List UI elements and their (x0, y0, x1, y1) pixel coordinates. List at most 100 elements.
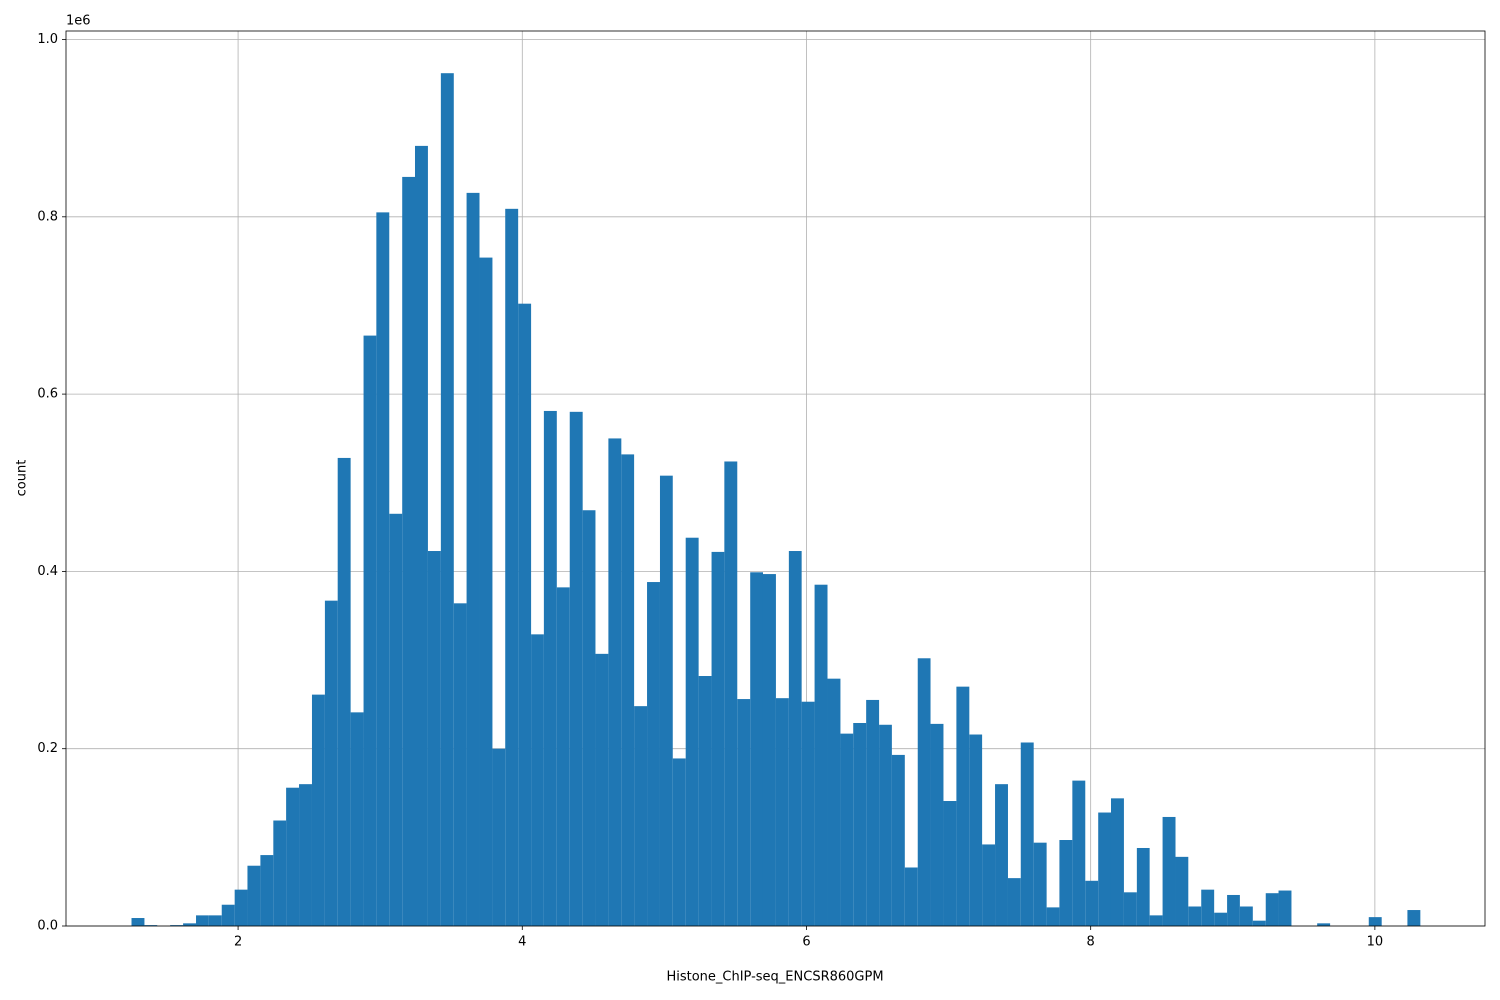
bar (621, 454, 635, 926)
bar (144, 925, 158, 926)
bar (698, 676, 712, 926)
y-tick-label: 0.8 (37, 209, 58, 224)
bar (1239, 906, 1253, 926)
y-tick-label: 0.0 (37, 919, 58, 934)
bar (363, 335, 377, 926)
bar (543, 410, 557, 927)
bar (788, 551, 802, 926)
bar (1368, 917, 1382, 926)
bar (775, 698, 789, 926)
y-tick-label: 0.6 (37, 387, 58, 402)
y-tick-label: 1.0 (37, 32, 58, 47)
x-tick-label: 10 (1367, 935, 1384, 950)
bar (995, 784, 1008, 926)
bar (711, 551, 725, 926)
bar (479, 257, 493, 926)
y-offset-label: 1e6 (66, 14, 91, 29)
bar (337, 457, 351, 926)
bar (904, 867, 918, 926)
bar (1265, 893, 1279, 926)
x-tick-label: 8 (1087, 935, 1095, 950)
bar (260, 855, 274, 926)
bar (1407, 910, 1421, 926)
bar (1072, 780, 1086, 926)
bar (866, 699, 880, 926)
bar (879, 724, 892, 926)
bar (505, 208, 519, 926)
y-tick-label: 0.4 (37, 564, 58, 579)
x-tick-label: 6 (802, 935, 810, 950)
bar (956, 686, 970, 926)
bar (389, 513, 403, 926)
bar (518, 303, 532, 927)
bar (1033, 842, 1047, 926)
bar (131, 918, 145, 926)
bar (801, 701, 815, 926)
bar (350, 712, 364, 926)
bar (247, 865, 261, 926)
bar (414, 145, 428, 927)
bar (299, 784, 312, 926)
bar (556, 587, 570, 926)
bar (1252, 920, 1266, 926)
bar (170, 925, 184, 926)
bar (634, 706, 648, 926)
bar (1149, 915, 1163, 926)
bar (1175, 856, 1189, 926)
bar (930, 723, 944, 926)
bar (427, 551, 441, 926)
bar (1188, 906, 1202, 926)
y-tick-label: 0.2 (37, 741, 58, 756)
bar (724, 461, 738, 926)
y-axis-label: count (15, 460, 30, 497)
bar (402, 176, 415, 926)
bar (1278, 890, 1292, 926)
bar (659, 475, 673, 926)
bar (608, 438, 622, 926)
bar (647, 582, 660, 926)
bar (466, 192, 480, 926)
x-tick-label: 2 (234, 935, 242, 950)
bar (221, 904, 235, 926)
bar (582, 510, 596, 926)
bar (1110, 798, 1124, 926)
bar (685, 537, 699, 926)
bar (1162, 816, 1176, 926)
x-axis-label: Histone_ChIP-seq_ENCSR860GPM (666, 970, 883, 985)
plot-frame (65, 30, 1486, 927)
bar (982, 844, 996, 926)
bar (1201, 889, 1215, 926)
bar (917, 658, 931, 926)
bar (286, 787, 300, 926)
bar (1214, 912, 1228, 926)
bar (737, 699, 751, 926)
bar (840, 733, 854, 926)
bar (183, 923, 197, 926)
bar (376, 212, 390, 926)
bar (273, 820, 287, 926)
bar (891, 754, 905, 926)
bar (1317, 923, 1331, 926)
bar (1059, 840, 1073, 926)
bar (1136, 847, 1150, 926)
bar (943, 801, 957, 926)
bar (1085, 880, 1099, 926)
bar (750, 572, 763, 926)
bar (492, 748, 506, 926)
bar (595, 653, 609, 926)
bar (1020, 742, 1034, 926)
bar (1098, 812, 1111, 926)
bar (324, 600, 338, 926)
bar (827, 678, 841, 926)
bar (969, 734, 983, 926)
bar (453, 603, 467, 926)
bar (1123, 892, 1137, 926)
bar (234, 889, 248, 926)
bar (672, 758, 686, 926)
bar (440, 73, 454, 927)
bar (814, 584, 828, 926)
bar (311, 694, 325, 926)
bar (531, 634, 544, 926)
